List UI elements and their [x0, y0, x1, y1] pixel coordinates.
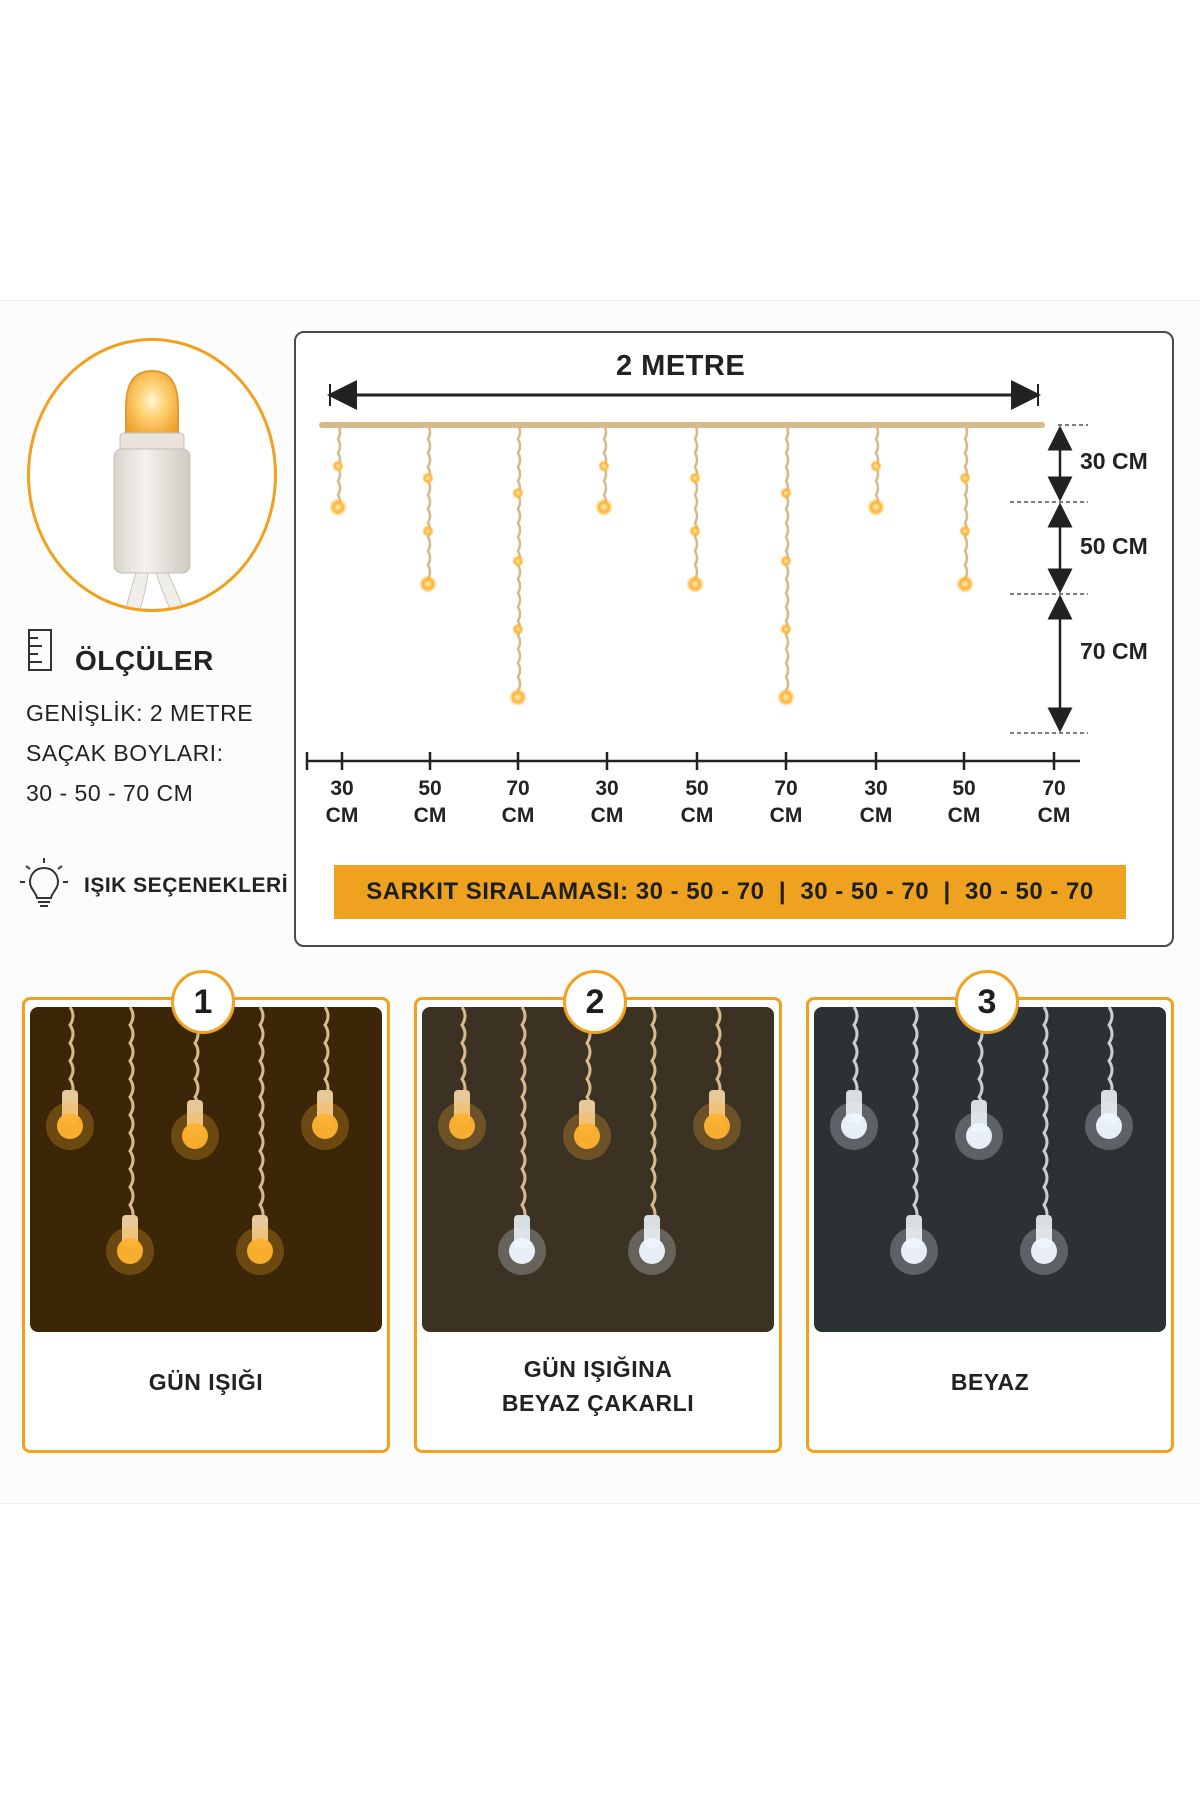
tick-label: 30 CM — [859, 777, 893, 827]
tick-label: 50 CM — [680, 777, 714, 827]
led-halo — [236, 1227, 284, 1275]
led-dot — [777, 688, 795, 707]
dimension-diagram — [294, 331, 1174, 947]
led-glow — [57, 1113, 83, 1139]
led-dot — [867, 498, 885, 517]
led-halo — [830, 1102, 878, 1150]
led-halo — [106, 1227, 154, 1275]
tick-label: 70 CM — [1037, 777, 1071, 827]
led-halo — [498, 1227, 546, 1275]
led-halo — [1085, 1102, 1133, 1150]
led-halo — [890, 1227, 938, 1275]
led-glow — [639, 1238, 665, 1264]
led-dot — [689, 525, 701, 538]
led-dot — [512, 623, 524, 636]
light-option-card-2: GÜN IŞIĞINA BEYAZ ÇAKARLI — [414, 997, 782, 1453]
light-photo — [30, 1007, 382, 1332]
drop-wire — [963, 424, 969, 586]
led-dot — [419, 575, 437, 594]
option-label: BEYAZ — [950, 1369, 1030, 1395]
option-label: GÜN IŞIĞINA — [523, 1356, 673, 1382]
width-spec: GENİŞLİK: 2 METRE — [26, 700, 254, 726]
led-dot — [598, 460, 610, 473]
tick-label: 30 CM — [590, 777, 624, 827]
tick-label: 70 CM — [501, 777, 535, 827]
tick-label: 50 CM — [413, 777, 447, 827]
option-label: GÜN IŞIĞI — [148, 1369, 264, 1395]
led-dot — [512, 555, 524, 568]
string-wire — [520, 1007, 527, 1250]
option-number-badge-2: 2 — [563, 970, 627, 1034]
led-glow — [117, 1238, 143, 1264]
light-option-card-3: BEYAZ — [806, 997, 1174, 1453]
led-halo — [693, 1102, 741, 1150]
dim-label-50: 50 CM — [1080, 533, 1148, 559]
led-dot — [959, 525, 971, 538]
string-wire — [1042, 1007, 1049, 1250]
led-dot — [870, 460, 882, 473]
drop-sequence-banner: SARKIT SIRALAMASI: 30 - 50 - 70 | 30 - 5… — [334, 865, 1126, 919]
led-dot — [422, 525, 434, 538]
light-options-heading: IŞIK SEÇENEKLERİ — [84, 874, 289, 897]
led-glow — [901, 1238, 927, 1264]
led-closeup — [27, 338, 277, 612]
led-dot — [959, 472, 971, 485]
light-photo — [422, 1007, 774, 1332]
led-halo — [628, 1227, 676, 1275]
led-glow — [247, 1238, 273, 1264]
option-number-badge-1: 1 — [171, 970, 235, 1034]
dim-label-30: 30 CM — [1080, 448, 1148, 474]
lengths-spec-values: 30 - 50 - 70 CM — [26, 780, 194, 806]
light-photo — [814, 1007, 1166, 1332]
light-option-card-1: GÜN IŞIĞI — [22, 997, 390, 1453]
led-glow — [966, 1123, 992, 1149]
led-halo — [563, 1112, 611, 1160]
string-wire — [258, 1007, 265, 1250]
string-wire — [912, 1007, 919, 1250]
string-wire — [128, 1007, 135, 1250]
led-halo — [955, 1112, 1003, 1160]
led-halo — [1020, 1227, 1068, 1275]
led-dot — [509, 688, 527, 707]
specs-heading: ÖLÇÜLER — [75, 645, 214, 676]
lengths-spec-label: SAÇAK BOYLARI: — [26, 740, 224, 766]
led-glow — [509, 1238, 535, 1264]
led-dot — [780, 487, 792, 500]
led-halo — [438, 1102, 486, 1150]
icicle-diagram — [305, 380, 1088, 770]
led-glow — [704, 1113, 730, 1139]
dim-label-70: 70 CM — [1080, 638, 1148, 664]
string-wire — [650, 1007, 657, 1250]
led-glow — [841, 1113, 867, 1139]
led-glow — [574, 1123, 600, 1149]
led-halo — [46, 1102, 94, 1150]
option-number-badge-3: 3 — [955, 970, 1019, 1034]
ruler-icon — [26, 628, 56, 677]
led-dot — [332, 460, 344, 473]
drop-wire — [426, 424, 432, 586]
tick-label: 30 CM — [325, 777, 359, 827]
led-bulb-icon — [113, 369, 191, 609]
tick-label: 50 CM — [947, 777, 981, 827]
led-halo — [301, 1102, 349, 1150]
led-dot — [595, 498, 613, 517]
led-dot — [689, 472, 701, 485]
option-label: BEYAZ ÇAKARLI — [501, 1390, 695, 1416]
led-glow — [312, 1113, 338, 1139]
led-glow — [449, 1113, 475, 1139]
tick-label: 70 CM — [769, 777, 803, 827]
led-glow — [182, 1123, 208, 1149]
led-dot — [686, 575, 704, 594]
drop-wire — [693, 424, 699, 586]
led-dot — [422, 472, 434, 485]
led-halo — [171, 1112, 219, 1160]
lightbulb-icon — [20, 856, 68, 917]
led-dot — [780, 555, 792, 568]
led-dot — [512, 487, 524, 500]
led-glow — [1096, 1113, 1122, 1139]
led-dot — [329, 498, 347, 517]
led-dot — [956, 575, 974, 594]
led-dot — [780, 623, 792, 636]
led-glow — [1031, 1238, 1057, 1264]
